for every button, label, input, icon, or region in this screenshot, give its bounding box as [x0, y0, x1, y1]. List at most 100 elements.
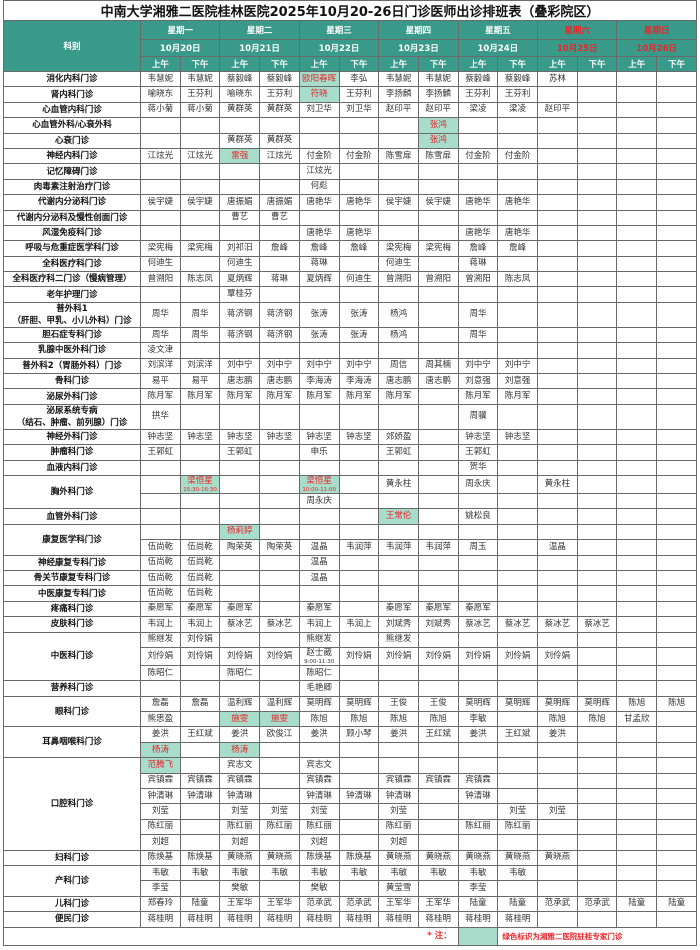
schedule-cell — [616, 132, 658, 149]
schedule-cell: 温利辉 — [219, 695, 261, 713]
doctor-name: 范承武 — [544, 898, 571, 909]
schedule-cell: 李敏 — [457, 711, 499, 728]
schedule-cell — [616, 342, 658, 359]
schedule-cell — [179, 508, 221, 525]
doctor-name: 姜洪 — [231, 729, 249, 740]
schedule-cell — [179, 444, 221, 461]
doctor-name: 王郭虹 — [385, 446, 412, 457]
table-row: 血液内科门诊 贺华 — [3, 459, 697, 476]
schedule-cell — [179, 342, 221, 359]
schedule-cell — [656, 459, 697, 476]
doctor-name: 宾镇霖 — [227, 775, 253, 786]
schedule-cell: 刘伶娟 — [179, 646, 221, 666]
schedule-cell — [497, 788, 539, 805]
schedule-cell — [179, 741, 221, 759]
schedule-cell: 曾溯阳 — [417, 271, 459, 288]
schedule-cell — [259, 492, 300, 510]
doctor-name: 蒋济钢 — [266, 329, 293, 340]
doctor-name: 陈月军 — [187, 391, 213, 402]
day-header: 星期六 — [537, 20, 618, 40]
schedule-cell: 杨鸿 — [378, 326, 419, 344]
schedule-cell: 杨莉婷 — [219, 523, 261, 541]
date-header: 10月21日 — [219, 39, 300, 57]
schedule-cell: 陈月军 — [179, 388, 221, 405]
schedule-cell: 韦敏 — [497, 864, 539, 882]
schedule-cell — [616, 224, 658, 242]
schedule-cell: 宾镇霖 — [219, 772, 261, 790]
schedule-cell: 何迪生 — [219, 255, 261, 273]
schedule-cell: 江炫光 — [298, 163, 340, 180]
schedule-cell — [338, 569, 380, 587]
schedule-cell: 钟清琳 — [179, 788, 221, 805]
schedule-cell: 杨鸿 — [378, 301, 419, 328]
doctor-name: 刘中宁 — [504, 360, 531, 371]
schedule-cell — [417, 585, 459, 602]
schedule-cell — [656, 788, 697, 805]
schedule-cell: 韦慧妮 — [417, 70, 459, 88]
schedule-cell — [219, 178, 261, 196]
schedule-cell: 张鸿 — [417, 132, 459, 149]
schedule-cell — [537, 224, 578, 242]
schedule-cell: 李弘 — [338, 70, 380, 88]
doctor-name: 陈焕基 — [147, 852, 174, 863]
doctor-name: 温晶 — [310, 557, 328, 568]
schedule-cell — [537, 834, 578, 851]
schedule-cell — [417, 554, 459, 571]
schedule-cell: 陈旭 — [298, 711, 340, 728]
schedule-cell: 黄群英 — [259, 101, 300, 119]
schedule-cell: 蔡冰艺 — [457, 616, 499, 633]
schedule-cell: 秦愿军 — [219, 600, 261, 618]
am-header: 上午 — [219, 56, 261, 72]
doctor-name: 钟志坚 — [465, 431, 491, 442]
schedule-cell: 韦润上 — [338, 616, 380, 633]
doctor-name: 刘伶娟 — [187, 634, 213, 645]
schedule-cell — [537, 86, 578, 103]
schedule-cell — [537, 554, 578, 571]
doctor-name: 钟志坚 — [266, 431, 293, 442]
schedule-cell: 范腾飞 — [140, 757, 181, 774]
schedule-cell: 蔡冰艺 — [497, 616, 539, 633]
schedule-cell — [497, 209, 539, 226]
schedule-cell — [656, 209, 697, 226]
doctor-name: 蒋桂明 — [227, 913, 253, 924]
doctor-name: 申乐 — [310, 446, 328, 457]
schedule-cell — [259, 880, 300, 897]
schedule-cell — [219, 459, 261, 476]
schedule-cell: 刘莹 — [259, 803, 300, 820]
schedule-cell — [497, 772, 539, 790]
schedule-cell — [616, 523, 658, 541]
doctor-name: 熊继发 — [385, 634, 412, 645]
doctor-name: 周华 — [191, 329, 209, 340]
schedule-cell — [259, 554, 300, 571]
schedule-cell — [656, 342, 697, 359]
doctor-name: 赵士葳 — [306, 647, 332, 658]
schedule-cell — [537, 680, 578, 697]
table-row: 胸外科门诊 梁恒星 15:30-16:30 梁恒星 10:00-11:00 黄永柱 周永庆黄… — [3, 474, 697, 510]
doctor-name: 詹峰 — [310, 242, 328, 253]
doctor-name: 唐艳华 — [346, 227, 372, 238]
doctor-name: 陆童 — [509, 898, 527, 909]
schedule-cell: 蔡毅峰 — [457, 70, 499, 88]
doctor-name: 刘中宁 — [465, 360, 491, 371]
doctor-name: 周华 — [469, 309, 487, 320]
doctor-name: 陈红丽 — [385, 821, 412, 832]
schedule-cell: 张涛 — [298, 301, 340, 328]
doctor-name: 黄永柱 — [544, 478, 571, 489]
department-name: 心血管外科/心衰外科 — [3, 117, 141, 134]
doctor-name: 韦慧妮 — [385, 73, 412, 84]
schedule-cell: 梁恒星 10:00-11:00 — [298, 474, 340, 494]
schedule-cell — [537, 880, 578, 897]
schedule-cell: 陈红丽 — [140, 818, 181, 836]
table-row: 泌尿外科门诊 陈月军 陈月军 陈月军 陈月军 陈月军 陈月军 陈月军 陈月军 陈月军 — [3, 388, 697, 405]
schedule-cell: 陈焕基 — [140, 849, 181, 866]
doctor-name: 莫明辉 — [306, 698, 332, 709]
schedule-cell: 陈月军 — [298, 388, 340, 405]
schedule-cell — [497, 554, 539, 571]
schedule-cell — [457, 492, 499, 510]
doctor-name: 蔡冰艺 — [465, 618, 491, 629]
doctor-name: 温利辉 — [266, 698, 293, 709]
schedule-cell — [576, 680, 618, 697]
schedule-cell — [616, 357, 658, 375]
schedule-cell — [656, 585, 697, 602]
